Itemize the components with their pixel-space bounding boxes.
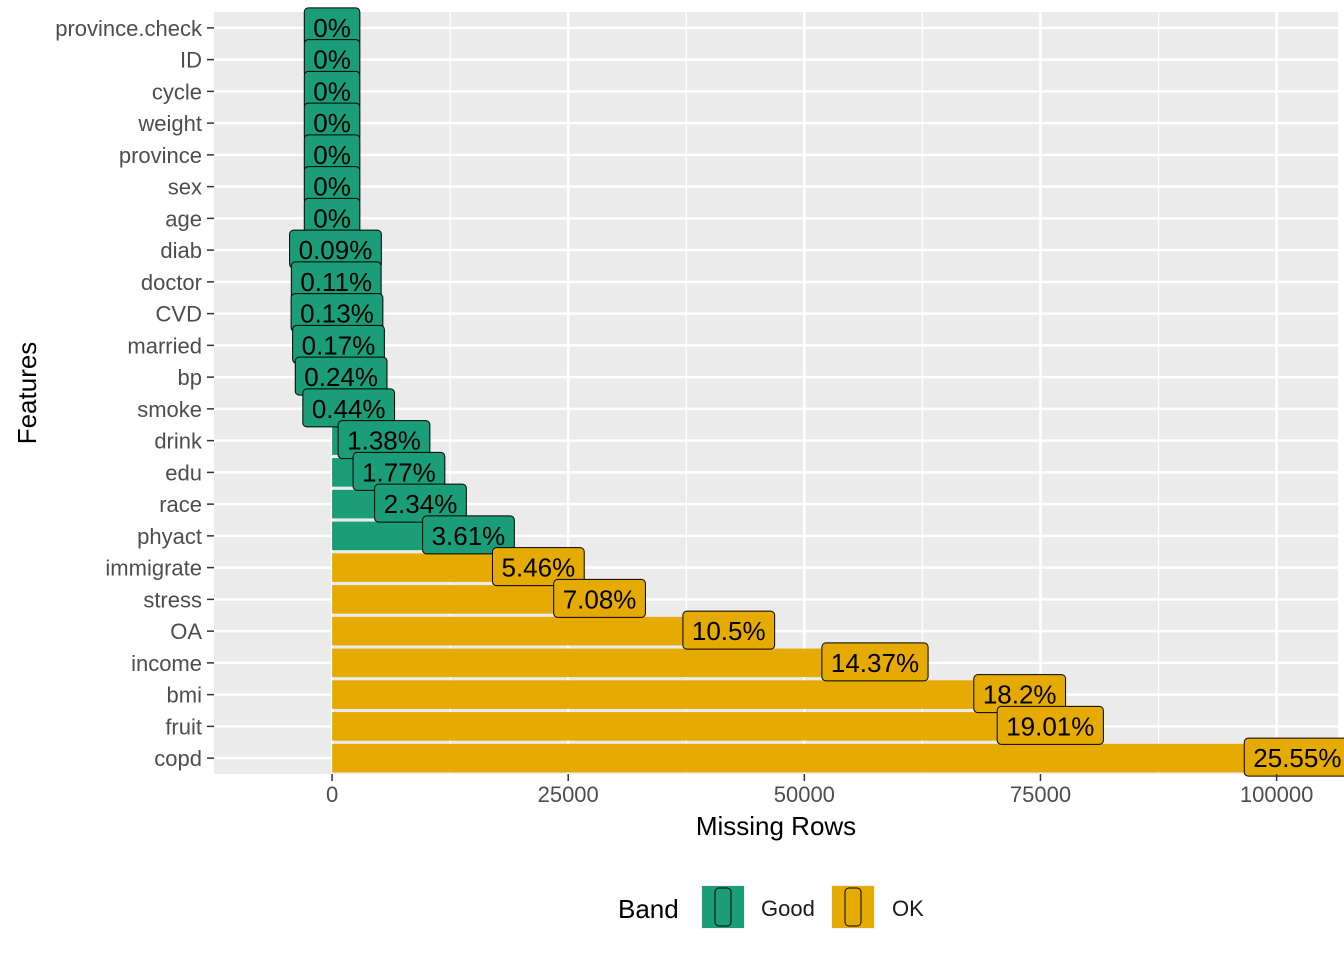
- bar-label-text: 0%: [313, 76, 351, 106]
- legend-key-label-glyph: [715, 888, 731, 926]
- bar-label-text: 0.44%: [312, 394, 386, 424]
- y-tick-label: sex: [168, 175, 202, 200]
- y-tick-label: doctor: [141, 270, 202, 295]
- y-tick-label: ID: [180, 48, 202, 73]
- bar-label-text: 14.37%: [831, 648, 919, 678]
- y-tick-label: age: [165, 206, 202, 231]
- x-tick-label: 25000: [538, 782, 599, 807]
- bar-label-text: 0.13%: [300, 299, 374, 329]
- legend-title: Band: [618, 894, 679, 924]
- y-tick-label: drink: [154, 429, 203, 454]
- y-tick-label: province.check: [55, 16, 203, 41]
- y-tick-label: married: [127, 333, 202, 358]
- y-tick-label: immigrate: [105, 556, 202, 581]
- y-tick-label: smoke: [137, 397, 202, 422]
- x-axis: 0 25000 50000 75000 100000: [326, 774, 1313, 807]
- bar-label-text: 25.55%: [1253, 743, 1341, 773]
- bar-label-stress: 7.08%: [554, 579, 646, 617]
- legend-entry-ok: OK: [831, 885, 924, 929]
- y-tick-label: race: [159, 492, 202, 517]
- y-tick-label: fruit: [165, 714, 202, 739]
- y-tick-label: stress: [143, 587, 202, 612]
- y-tick-label: province: [119, 143, 202, 168]
- bar-label-text: 10.5%: [692, 616, 766, 646]
- bar-label-text: 0%: [313, 108, 351, 138]
- bar-bmi: [332, 680, 1020, 709]
- y-tick-label: phyact: [137, 524, 202, 549]
- legend-label: OK: [892, 896, 924, 921]
- x-axis-title: Missing Rows: [696, 811, 856, 841]
- y-tick-label: cycle: [152, 79, 202, 104]
- x-tick-label: 100000: [1240, 782, 1313, 807]
- y-tick-label: weight: [137, 111, 202, 136]
- bar-label-text: 0%: [313, 13, 351, 43]
- bar-OA: [332, 617, 729, 646]
- y-tick-label: OA: [170, 619, 202, 644]
- legend-label: Good: [761, 896, 815, 921]
- bar-label-text: 0%: [313, 172, 351, 202]
- legend-key-label-glyph: [845, 888, 861, 926]
- y-tick-label: copd: [154, 746, 202, 771]
- y-tick-label: income: [131, 651, 202, 676]
- bar-label-text: 0%: [313, 45, 351, 75]
- legend: Band Good OK: [618, 885, 924, 929]
- y-tick-label: edu: [165, 460, 202, 485]
- bar-label-text: 19.01%: [1006, 711, 1094, 741]
- y-tick-label: bmi: [167, 683, 202, 708]
- bar-label-text: 0.11%: [300, 267, 372, 297]
- bar-copd: [332, 744, 1297, 773]
- y-tick-label: diab: [160, 238, 202, 263]
- bar-label-text: 2.34%: [384, 489, 458, 519]
- bar-label-text: 0.24%: [304, 362, 378, 392]
- legend-entry-good: Good: [701, 885, 815, 929]
- y-tick-label: CVD: [156, 302, 202, 327]
- bar-label-OA: 10.5%: [683, 611, 775, 649]
- bar-income: [332, 649, 875, 678]
- x-tick-label: 75000: [1010, 782, 1071, 807]
- bar-label-text: 5.46%: [501, 553, 575, 583]
- y-axis: province.check ID cycle weight province sex ag…: [55, 16, 214, 771]
- bar-label-text: 0%: [313, 140, 351, 170]
- x-tick-label: 50000: [774, 782, 835, 807]
- bar-label-text: 3.61%: [432, 521, 506, 551]
- bar-label-income: 14.37%: [822, 643, 928, 681]
- bar-label-text: 1.77%: [362, 457, 436, 487]
- bar-label-text: 7.08%: [563, 584, 637, 614]
- y-axis-title: Features: [12, 342, 42, 445]
- bar-label-fruit: 19.01%: [997, 706, 1103, 744]
- bar-label-text: 1.38%: [347, 426, 421, 456]
- bar-label-text: 0.17%: [302, 330, 376, 360]
- bar-label-text: 0%: [313, 203, 351, 233]
- bar-label-text: 0.09%: [299, 235, 373, 265]
- x-tick-label: 0: [326, 782, 338, 807]
- y-tick-label: bp: [178, 365, 202, 390]
- bar-label-text: 18.2%: [983, 680, 1057, 710]
- bar-fruit: [332, 712, 1050, 741]
- bar-label-copd: 25.55%: [1244, 738, 1344, 776]
